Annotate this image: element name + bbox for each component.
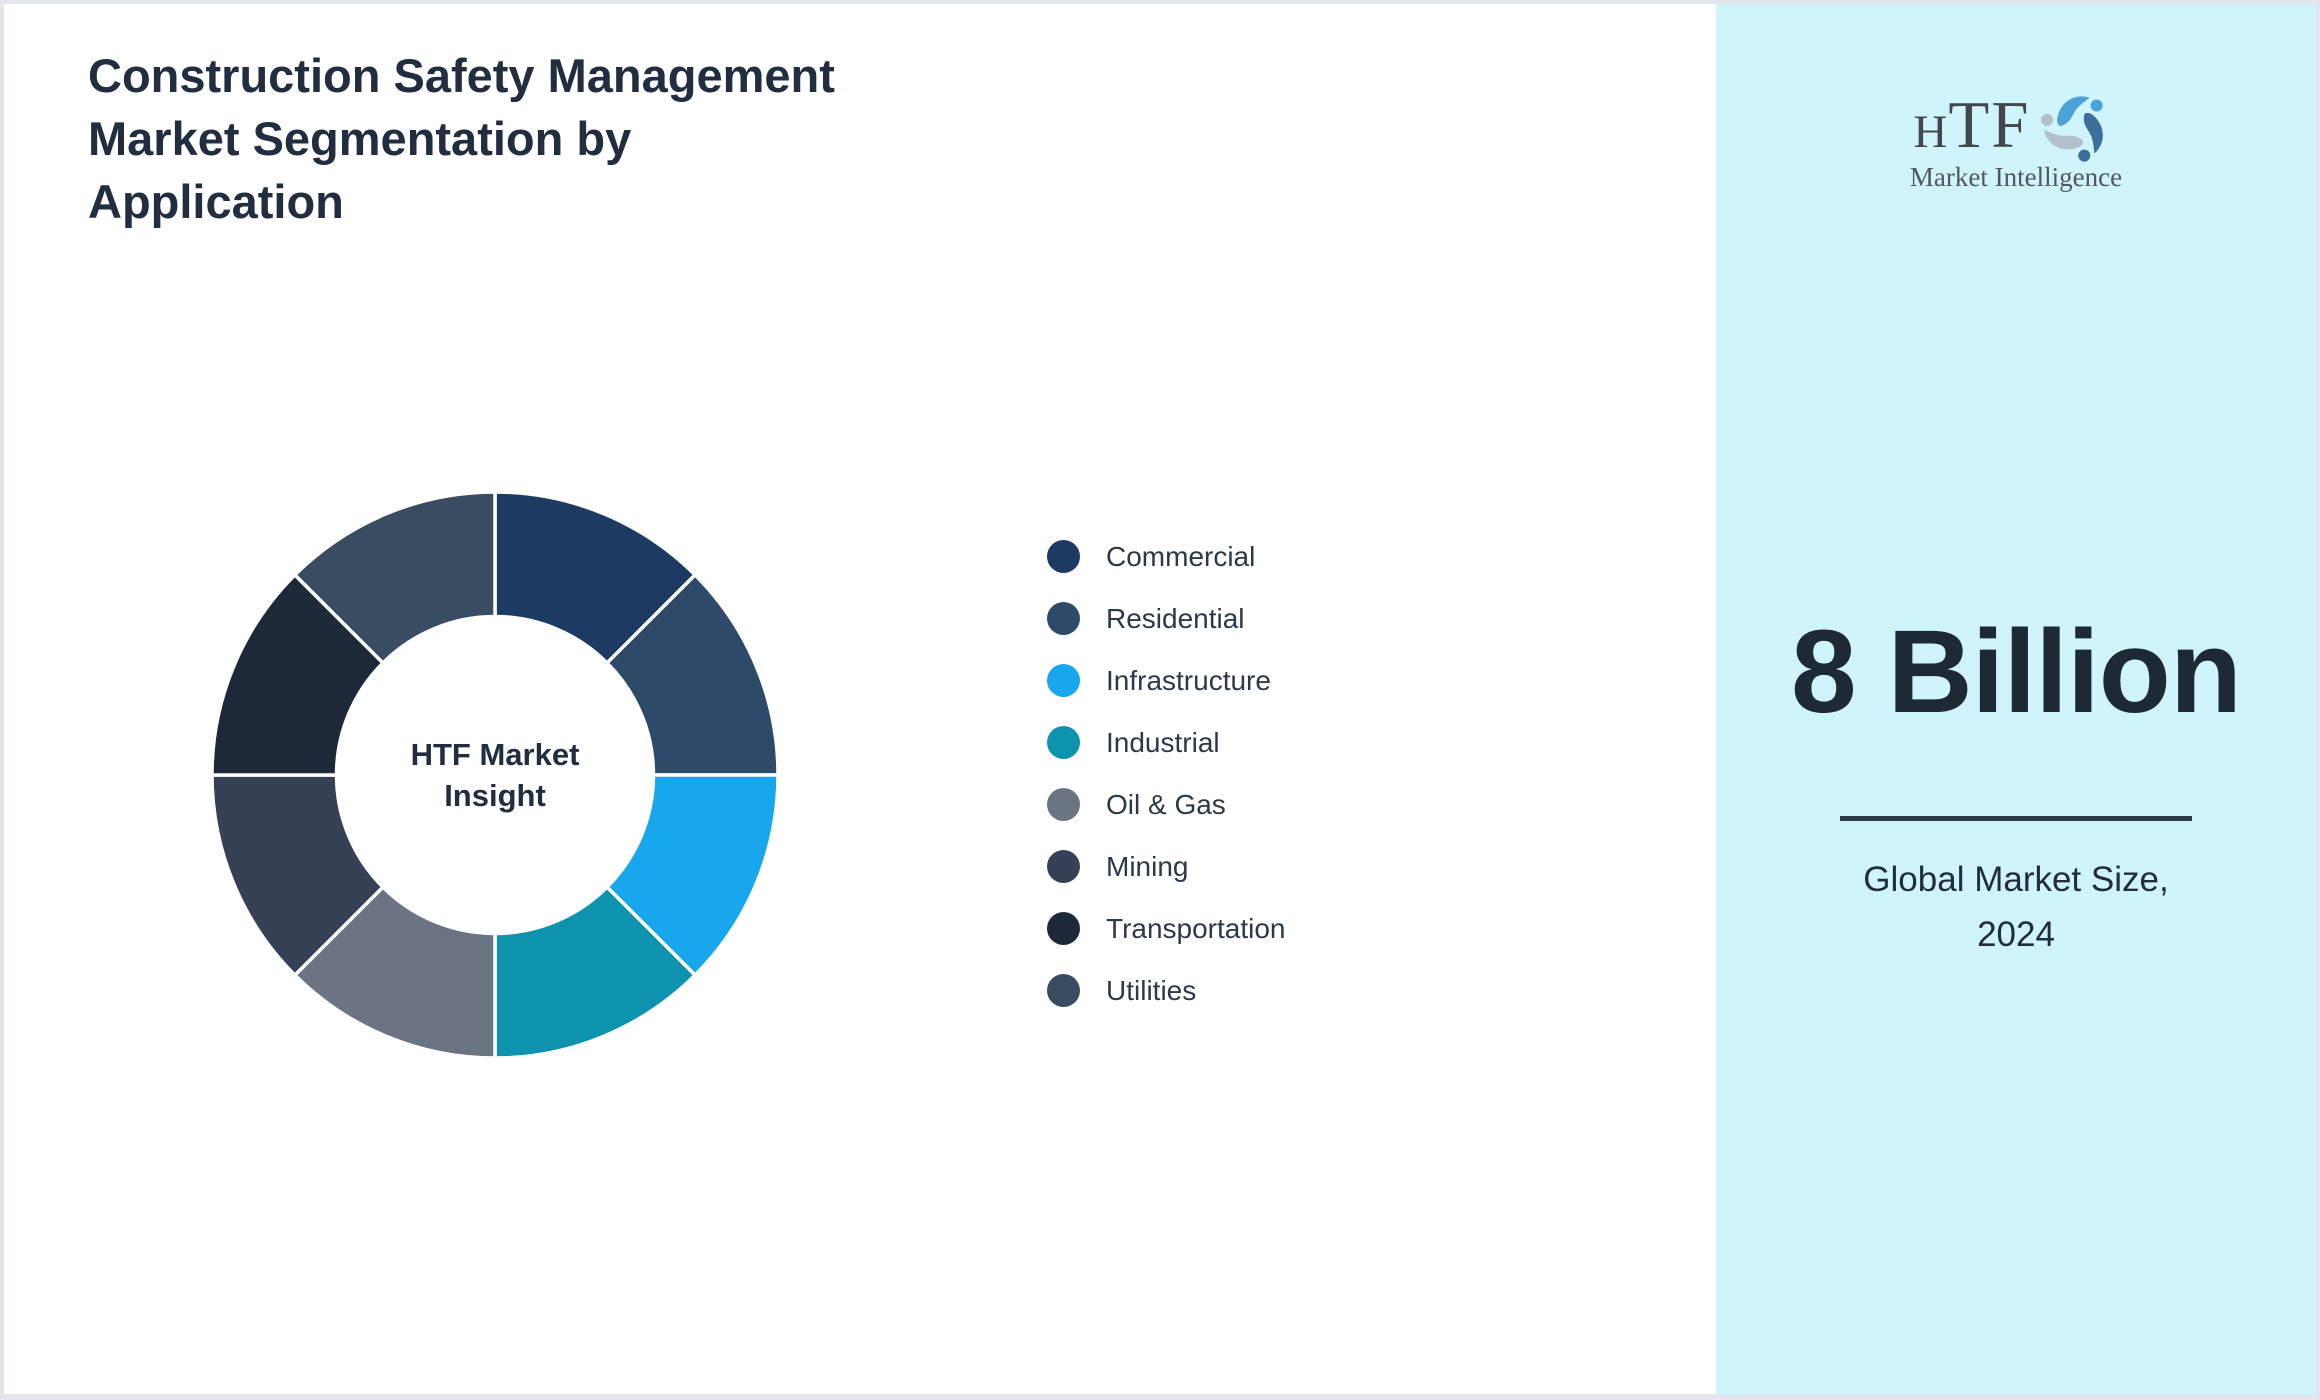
donut-center-label-line-2: Insight <box>444 778 546 813</box>
page-title-line-3: Application <box>88 175 344 228</box>
legend-label: Transportation <box>1106 912 1286 944</box>
page-title-line-2: Market Segmentation by <box>88 112 632 165</box>
chart-legend: Commercial Residential Infrastructure Indus… <box>1047 540 1286 1007</box>
legend-label: Mining <box>1106 850 1189 882</box>
legend-item: Industrial <box>1047 726 1286 759</box>
right-panel: HTF <box>1716 4 2316 1394</box>
legend-swatch-icon <box>1047 602 1080 635</box>
legend-item: Oil & Gas <box>1047 788 1286 821</box>
divider-line <box>1840 816 2192 821</box>
donut-center-label: HTF Market Insight <box>207 487 783 1063</box>
legend-label: Utilities <box>1106 974 1197 1006</box>
htf-logo-letter-h: H <box>1913 106 1949 158</box>
htf-logo: HTF <box>1716 84 2316 193</box>
htf-logo-letters-tf: TF <box>1948 88 2031 162</box>
page-title: Construction Safety Management Market Se… <box>88 44 835 233</box>
page-title-line-1: Construction Safety Management <box>88 49 835 102</box>
legend-label: Residential <box>1106 602 1245 634</box>
legend-item: Transportation <box>1047 912 1286 945</box>
legend-swatch-icon <box>1047 726 1080 759</box>
legend-label: Oil & Gas <box>1106 788 1226 820</box>
donut-chart-svg <box>210 490 780 1060</box>
htf-logo-row: HTF <box>1913 84 2118 164</box>
legend-swatch-icon <box>1047 788 1080 821</box>
legend-item: Utilities <box>1047 974 1286 1007</box>
legend-swatch-icon <box>1047 912 1080 945</box>
market-size-value: 8 Billion <box>1791 606 2242 738</box>
legend-swatch-icon <box>1047 974 1080 1007</box>
market-size-label: Global Market Size, 2024 <box>1716 852 2316 962</box>
dolphin-swirl-icon <box>2040 96 2103 162</box>
legend-item: Commercial <box>1047 540 1286 573</box>
htf-logo-subtext: Market Intelligence <box>1909 162 2123 192</box>
donut-chart: HTF Market Insight <box>207 487 783 1063</box>
legend-swatch-icon <box>1047 850 1080 883</box>
legend-item: Infrastructure <box>1047 664 1286 697</box>
donut-segment-utilities <box>293 490 497 665</box>
legend-label: Commercial <box>1106 540 1256 572</box>
legend-swatch-icon <box>1047 664 1080 697</box>
donut-center-label-line-1: HTF Market <box>410 737 580 772</box>
htf-logo-text: HTF <box>1913 87 2030 164</box>
legend-label: Industrial <box>1106 726 1220 758</box>
legend-label: Infrastructure <box>1106 664 1271 696</box>
legend-item: Mining <box>1047 850 1286 883</box>
legend-swatch-icon <box>1047 540 1080 573</box>
legend-item: Residential <box>1047 602 1286 635</box>
market-size-label-line-2: 2024 <box>1977 915 2055 954</box>
market-size-label-line-1: Global Market Size, <box>1863 860 2169 899</box>
